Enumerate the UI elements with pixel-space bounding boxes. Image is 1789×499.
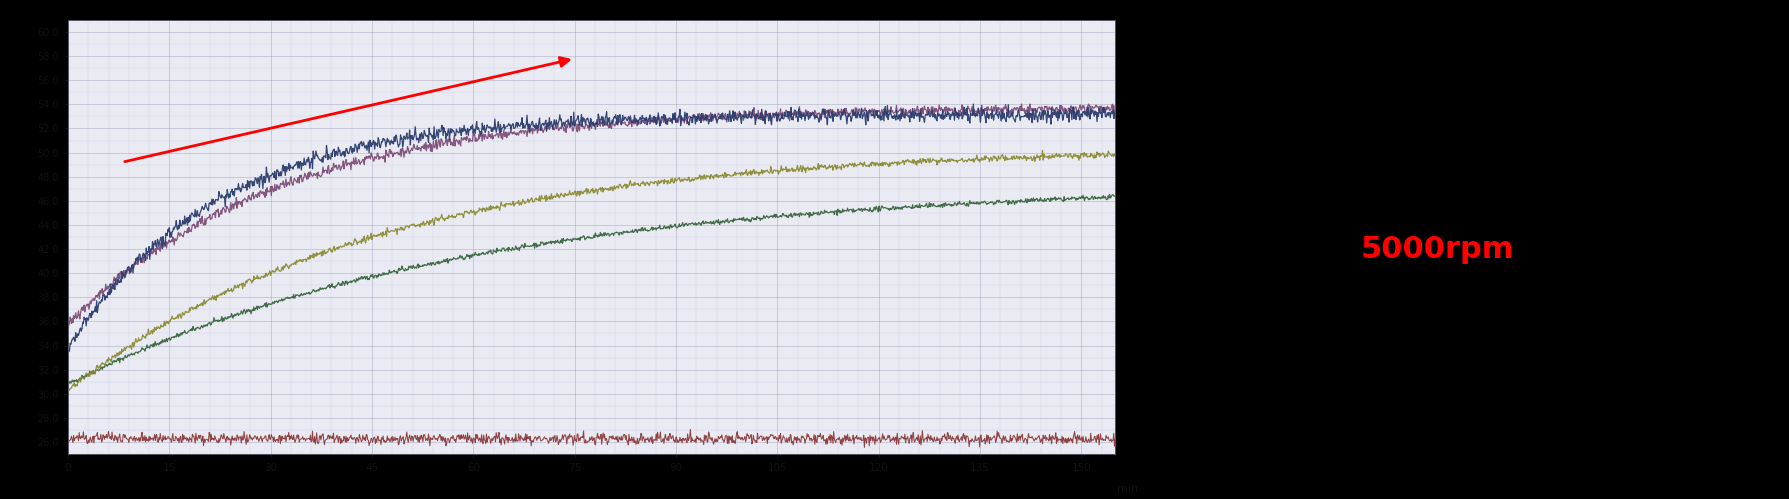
Text: 5000rpm: 5000rpm [1360, 235, 1513, 264]
X-axis label: min: min [1116, 485, 1138, 495]
